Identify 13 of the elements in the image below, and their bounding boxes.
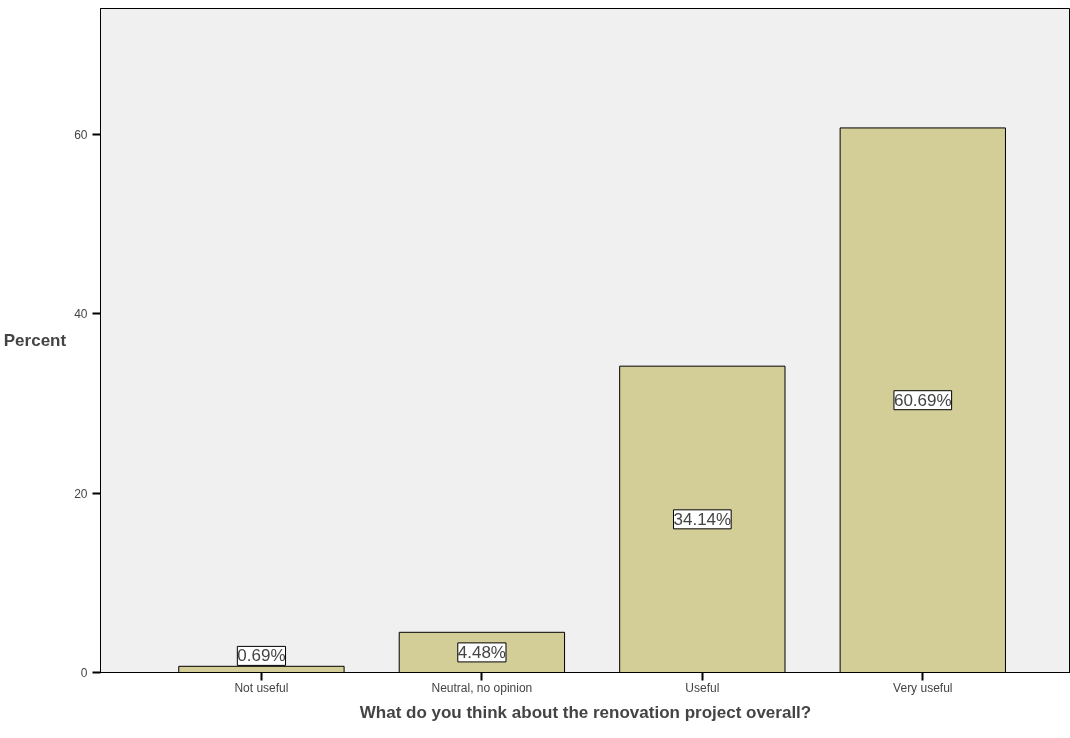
x-tick-label: Useful [685, 680, 720, 695]
data-label: 60.69% [893, 390, 952, 410]
data-label: 34.14% [673, 509, 732, 529]
data-label: 0.69% [237, 646, 286, 666]
y-tick-label: 20 [74, 486, 88, 501]
x-tick-label: Neutral, no opinion [431, 680, 533, 695]
y-tick-label: 0 [80, 666, 88, 680]
x-tick-label: Not useful [234, 680, 289, 695]
y-tick-label: 60 [74, 127, 88, 142]
x-axis-title: What do you think about the renovation project overall? [359, 702, 812, 722]
y-axis-title: Percent [3, 331, 67, 350]
y-tick-label: 40 [74, 307, 88, 322]
x-tick-label: Very useful [893, 680, 953, 695]
